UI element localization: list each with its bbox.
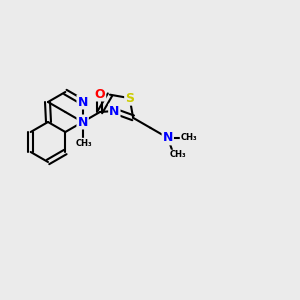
Text: O: O: [94, 88, 105, 100]
Text: N: N: [77, 116, 88, 128]
Text: CH₃: CH₃: [75, 139, 92, 148]
Text: CH₃: CH₃: [169, 150, 186, 159]
Text: N: N: [109, 104, 119, 118]
Text: N: N: [163, 131, 173, 144]
Text: S: S: [125, 92, 134, 105]
Text: CH₃: CH₃: [181, 133, 197, 142]
Text: N: N: [77, 95, 88, 109]
